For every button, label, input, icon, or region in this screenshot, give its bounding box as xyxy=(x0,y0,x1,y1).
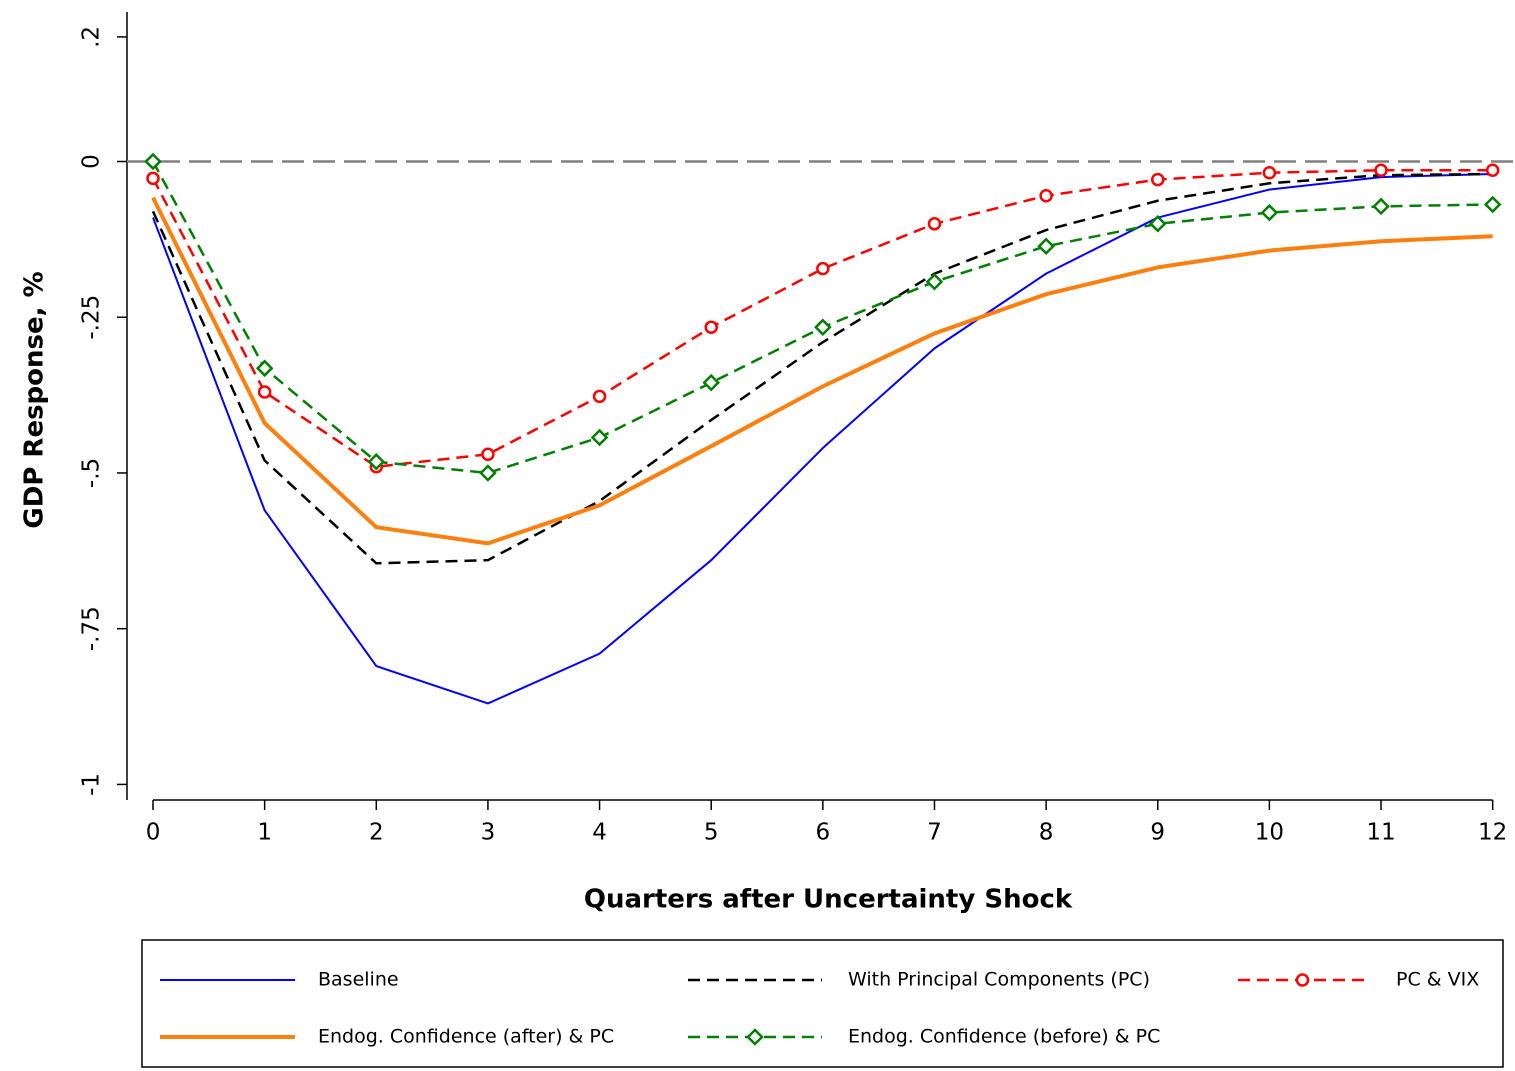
legend-marker xyxy=(1295,973,1310,987)
point xyxy=(816,261,830,276)
point xyxy=(479,464,497,482)
x-tick-label: 6 xyxy=(816,820,831,846)
point xyxy=(814,318,832,336)
x-axis-title: Quarters after Uncertainty Shock xyxy=(584,885,1073,915)
point xyxy=(255,359,274,378)
legend-label: Baseline xyxy=(318,969,399,991)
point xyxy=(1262,165,1277,180)
point xyxy=(1148,215,1167,233)
y-tick-label: 0 xyxy=(79,154,105,169)
point xyxy=(1151,172,1165,187)
x-tick-label: 12 xyxy=(1478,820,1507,846)
series-line xyxy=(152,172,1493,705)
y-tick-label: -.5 xyxy=(79,458,105,488)
series-line xyxy=(151,196,1493,546)
point xyxy=(925,272,944,291)
x-tick-label: 11 xyxy=(1366,820,1395,846)
point xyxy=(590,428,609,447)
point xyxy=(1483,195,1502,214)
y-tick-label: -.75 xyxy=(79,606,105,651)
x-tick-label: 4 xyxy=(592,820,607,846)
series-line xyxy=(151,160,1493,475)
x-tick-label: 9 xyxy=(1150,820,1165,846)
point xyxy=(702,373,720,392)
legend-box xyxy=(141,939,1504,1068)
x-tick-label: 7 xyxy=(927,820,942,846)
x-tick-label: 5 xyxy=(704,820,719,846)
point xyxy=(367,452,386,471)
legend-label: PC & VIX xyxy=(1396,969,1479,991)
point xyxy=(1372,197,1390,216)
y-tick-label: .2 xyxy=(79,26,105,48)
x-tick-label: 3 xyxy=(481,820,496,846)
point xyxy=(1037,237,1055,255)
point xyxy=(1485,163,1500,177)
y-tick-label: -.25 xyxy=(79,295,105,340)
point xyxy=(1039,189,1053,203)
series-line xyxy=(151,172,1493,565)
point xyxy=(927,217,942,231)
legend-marker xyxy=(746,1028,764,1046)
point xyxy=(146,171,160,186)
point xyxy=(481,447,495,462)
x-tick-label: 0 xyxy=(146,820,161,846)
x-tick-label: 10 xyxy=(1255,820,1284,846)
legend-label: With Principal Components (PC) xyxy=(848,969,1150,991)
x-tick-label: 2 xyxy=(369,820,384,846)
x-tick-label: 8 xyxy=(1039,820,1054,846)
point xyxy=(144,152,162,171)
point xyxy=(1260,203,1279,222)
point xyxy=(1374,163,1388,177)
point xyxy=(704,320,718,334)
point xyxy=(592,389,607,404)
legend-label: Endog. Confidence (after) & PC xyxy=(318,1026,614,1048)
y-tick-label: -1 xyxy=(79,773,105,796)
x-tick-label: 1 xyxy=(257,820,272,846)
y-axis-title: GDP Response, % xyxy=(20,271,50,528)
legend-label: Endog. Confidence (before) & PC xyxy=(848,1026,1160,1048)
point xyxy=(257,385,272,399)
